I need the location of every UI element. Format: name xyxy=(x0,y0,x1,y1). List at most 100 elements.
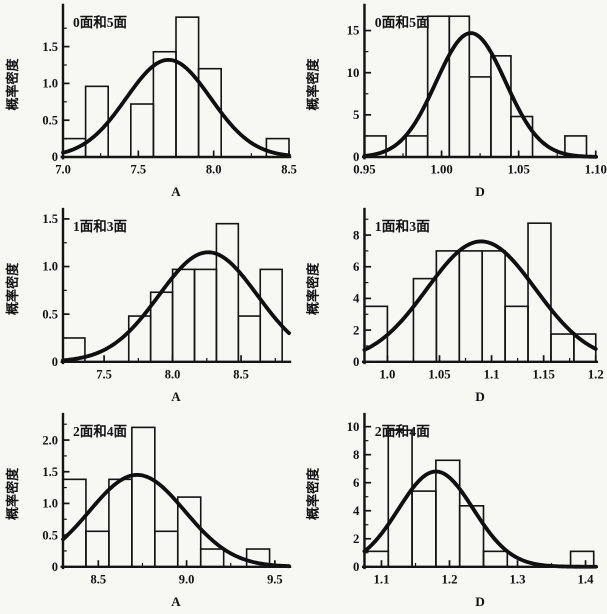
chart-title: 1面和3面 xyxy=(73,219,127,234)
chart-1and3-A-canvas: 7.5 8.0 8.5 0 0.5 1.0 1.5 A 概率密度 1面和3面 xyxy=(5,207,292,404)
y-tick-label: 10 xyxy=(347,420,360,434)
x-tick-label: 7.5 xyxy=(131,163,147,177)
histogram-bar xyxy=(62,478,87,568)
x-tick-label: 8.5 xyxy=(233,367,249,381)
y-tick-label: 6 xyxy=(353,476,359,490)
histogram-bars xyxy=(62,426,271,568)
histogram-bar xyxy=(130,103,155,158)
y-tick-label: 0 xyxy=(52,560,58,574)
y-tick-label: 1.5 xyxy=(42,465,58,479)
histogram-bar xyxy=(510,115,534,158)
axes: 7.5 8.0 8.5 0 0.5 1.0 1.5 xyxy=(42,207,292,381)
histogram-bar xyxy=(426,15,451,158)
histogram-bar xyxy=(131,426,156,568)
fitted-normal-curve xyxy=(61,250,291,363)
x-tick-label: 8.5 xyxy=(281,163,297,177)
histogram-bars xyxy=(363,15,588,158)
x-tick-label: 9.0 xyxy=(179,572,195,586)
y-tick-label: 8 xyxy=(353,228,359,242)
y-tick-label: 2.0 xyxy=(42,433,58,447)
x-tick-label: 7.5 xyxy=(96,367,112,381)
x-tick-label: 1.10 xyxy=(585,163,607,177)
chart-0and5-A-canvas: 7.0 7.5 8.0 8.5 0 0.5 1.0 1.5 A 概率密度 0面和5面 xyxy=(5,3,297,199)
x-tick-label: 0.95 xyxy=(353,163,375,177)
chart-2and4-A-canvas: 8.5 9.0 9.5 0 0.5 1.0 1.5 2.0 A 概率密度 2面和4面 xyxy=(5,412,292,609)
y-axis-label: 概率密度 xyxy=(304,58,320,111)
x-tick-label: 1.0 xyxy=(379,367,395,381)
x-axis-label: A xyxy=(171,594,181,609)
fitted-normal-curve xyxy=(362,239,598,352)
y-tick-label: 2 xyxy=(353,323,359,337)
histogram-bar xyxy=(387,429,413,568)
y-tick-label: 6 xyxy=(353,260,359,274)
histogram-bar xyxy=(215,222,240,363)
axes: 0.95 1.00 1.05 1.10 0 5 10 15 xyxy=(347,3,607,177)
chart-2and4-A: 8.5 9.0 9.5 0 0.5 1.0 1.5 2.0 A 概率密度 2面和4面 xyxy=(0,409,300,614)
histogram-bar xyxy=(482,550,509,568)
histogram-bar xyxy=(171,268,196,363)
x-tick-label: 1.1 xyxy=(373,572,389,586)
x-tick-label: 1.05 xyxy=(507,163,529,177)
y-tick-label: 0 xyxy=(52,355,58,369)
y-tick-label: 1.0 xyxy=(42,497,58,511)
chart-title: 0面和5面 xyxy=(73,15,127,30)
chart-title: 2面和4面 xyxy=(73,424,127,439)
axes: 7.0 7.5 8.0 8.5 0 0.5 1.0 1.5 xyxy=(42,3,297,177)
x-axis-label: D xyxy=(475,594,485,609)
y-tick-label: 1.5 xyxy=(42,212,58,226)
histogram-bar xyxy=(363,550,390,568)
axes: 8.5 9.0 9.5 0 0.5 1.0 1.5 2.0 xyxy=(42,412,292,586)
x-tick-label: 1.2 xyxy=(442,572,458,586)
y-tick-label: 1.0 xyxy=(42,260,58,274)
fitted-normal-curve xyxy=(61,473,291,569)
y-tick-label: 4 xyxy=(353,504,360,518)
y-axis-label: 概率密度 xyxy=(304,262,320,315)
y-tick-label: 10 xyxy=(347,66,360,80)
fitted-normal-curve xyxy=(362,469,598,569)
chart-title: 0面和5面 xyxy=(375,15,431,30)
x-tick-label: 8.0 xyxy=(206,163,222,177)
x-tick-label: 1.05 xyxy=(428,367,450,381)
y-tick-label: 1.0 xyxy=(42,77,58,91)
chart-0and5-D: 0.95 1.00 1.05 1.10 0 5 10 15 D 概率密度 0面和5面 xyxy=(300,0,607,204)
y-axis-label: 概率密度 xyxy=(5,467,20,520)
x-axis-label: A xyxy=(171,184,181,199)
chart-0and5-A: 7.0 7.5 8.0 8.5 0 0.5 1.0 1.5 A 概率密度 0面和5面 xyxy=(0,0,300,204)
y-tick-label: 0.5 xyxy=(42,307,58,321)
axes: 1.0 1.05 1.1 1.15 1.2 0 2 4 6 8 xyxy=(353,207,604,381)
y-tick-label: 0 xyxy=(353,355,359,369)
y-tick-label: 0.5 xyxy=(42,113,58,127)
x-tick-label: 1.1 xyxy=(484,367,500,381)
histogram-bar xyxy=(84,85,109,158)
histogram-bar xyxy=(85,530,110,568)
x-tick-label: 9.5 xyxy=(267,572,283,586)
histogram-bar xyxy=(411,490,437,568)
x-tick-label: 1.4 xyxy=(578,572,595,586)
fitted-normal-curve xyxy=(362,31,598,159)
axes: 1.1 1.2 1.3 1.4 0 2 4 6 8 10 xyxy=(347,412,598,586)
chart-2and4-D: 1.1 1.2 1.3 1.4 0 2 4 6 8 10 D 概率密度 2面和4面 xyxy=(300,409,607,614)
histogram-bar xyxy=(569,550,595,568)
histogram-bar xyxy=(199,548,225,568)
x-tick-label: 7.0 xyxy=(55,163,71,177)
y-tick-label: 15 xyxy=(347,24,360,38)
chart-1and3-A: 7.5 8.0 8.5 0 0.5 1.0 1.5 A 概率密度 1面和3面 xyxy=(0,204,300,409)
chart-0and5-D-canvas: 0.95 1.00 1.05 1.10 0 5 10 15 D 概率密度 0面和5面 xyxy=(304,3,607,199)
y-tick-label: 2 xyxy=(353,532,359,546)
y-axis-label: 概率密度 xyxy=(304,467,320,520)
histogram-bar xyxy=(458,250,484,363)
histogram-bar xyxy=(504,305,529,363)
histogram-bar xyxy=(152,50,177,158)
histogram-bar xyxy=(435,250,461,363)
histogram-bar xyxy=(468,76,492,158)
histogram-bars xyxy=(363,429,595,568)
histogram-bar xyxy=(175,16,200,158)
histogram-bar xyxy=(458,505,485,568)
chart-title: 1面和3面 xyxy=(375,219,431,234)
histogram-bars xyxy=(62,222,283,363)
x-tick-label: 1.15 xyxy=(532,367,554,381)
fitted-normal-curve xyxy=(61,57,291,158)
chart-1and3-D-canvas: 1.0 1.05 1.1 1.15 1.2 0 2 4 6 8 D 概率密度 1面和3面 xyxy=(304,207,604,404)
histogram-bar xyxy=(193,268,218,363)
